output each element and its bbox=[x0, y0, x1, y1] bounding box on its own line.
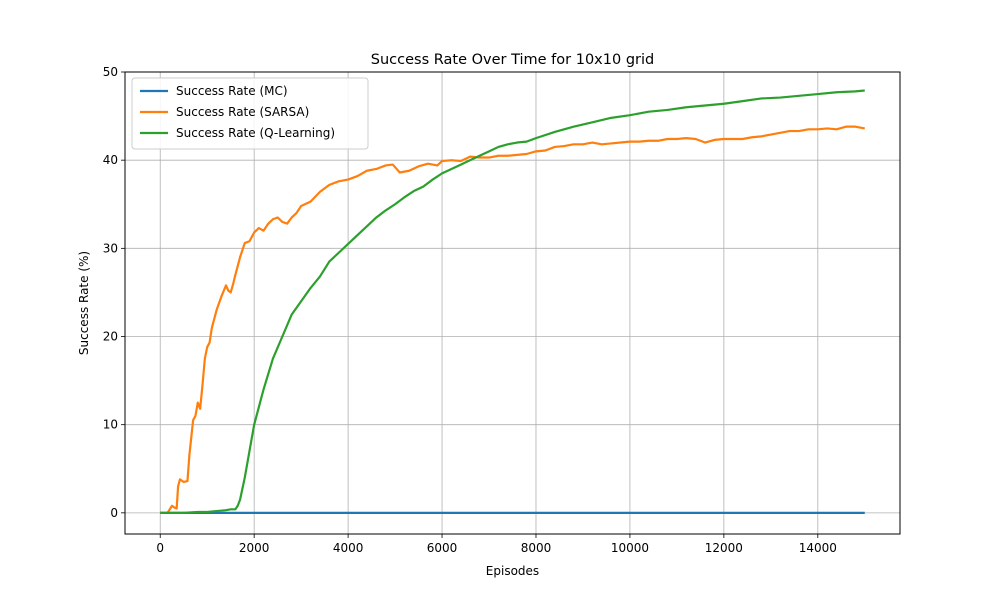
x-tick-label: 6000 bbox=[427, 541, 458, 555]
y-axis-label: Success Rate (%) bbox=[77, 251, 91, 355]
y-tick-label: 30 bbox=[103, 241, 118, 255]
legend-box bbox=[131, 77, 369, 150]
y-axis-ticks: 0 10 20 30 40 50 bbox=[103, 65, 125, 520]
series-line-success-rate-sarsa bbox=[160, 125, 865, 514]
x-tick-label: 0 bbox=[156, 541, 164, 555]
plot-area-frame bbox=[124, 71, 901, 535]
legend-label: Success Rate (SARSA) bbox=[176, 105, 309, 119]
x-axis-ticks: 0 2000 4000 6000 8000 10000 12000 14000 bbox=[156, 534, 837, 555]
legend-label: Success Rate (Q-Learning) bbox=[176, 126, 335, 140]
series-line-success-rate-q-learning bbox=[160, 89, 865, 514]
x-tick-label: 14000 bbox=[799, 541, 837, 555]
y-tick-label: 20 bbox=[103, 330, 118, 344]
y-tick-label: 0 bbox=[110, 506, 118, 520]
legend-label: Success Rate (MC) bbox=[176, 84, 288, 98]
x-tick-label: 10000 bbox=[611, 541, 649, 555]
x-axis-label: Episodes bbox=[486, 564, 539, 578]
chart-title: Success Rate Over Time for 10x10 grid bbox=[371, 52, 654, 68]
x-tick-label: 4000 bbox=[333, 541, 364, 555]
y-tick-label: 10 bbox=[103, 418, 118, 432]
y-tick-label: 40 bbox=[103, 153, 118, 167]
y-tick-label: 50 bbox=[103, 65, 118, 79]
x-tick-label: 12000 bbox=[705, 541, 743, 555]
legend: Success Rate (MC) Success Rate (SARSA) Suc… bbox=[131, 77, 369, 150]
series-lines bbox=[160, 89, 865, 514]
x-tick-label: 8000 bbox=[521, 541, 552, 555]
x-tick-label: 2000 bbox=[239, 541, 270, 555]
